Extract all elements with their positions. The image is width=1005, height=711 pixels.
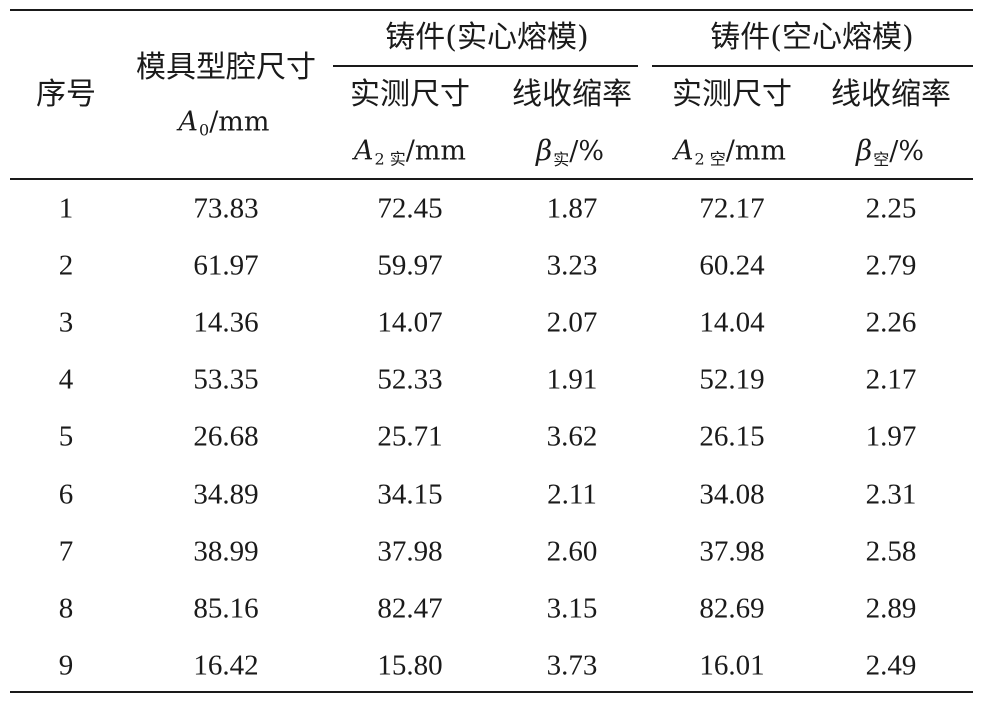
mold-unit-sub: 0 [199,120,210,140]
cell-mold-cavity: 26.68 [193,420,259,453]
header-bottom-rule [10,178,973,180]
cell-solid-shrinkage: 2.11 [547,478,597,510]
cell-mold-cavity: 73.83 [193,192,259,225]
cell-index: 9 [58,649,74,682]
cell-hollow-shrinkage: 2.79 [865,249,917,282]
cell-solid-measured: 14.07 [377,306,443,339]
cell-solid-measured: 34.15 [377,478,443,510]
cell-index: 8 [58,592,74,625]
cell-hollow-measured: 26.15 [699,420,765,453]
cell-solid-measured: 52.33 [377,363,443,396]
cell-hollow-measured: 37.98 [699,535,765,568]
header-solid-beta-unit: β实/% [536,134,604,168]
cell-solid-measured: 37.98 [377,535,443,568]
cell-hollow-measured: 60.24 [699,249,765,282]
solid-measured-rest: /mm [405,135,467,167]
cell-hollow-shrinkage: 2.26 [865,306,917,339]
cell-solid-shrinkage: 3.23 [546,249,598,282]
cell-solid-shrinkage: 2.60 [546,535,598,568]
header-hollow-shrinkage: 线收缩率 [831,77,951,112]
cell-mold-cavity: 61.97 [193,249,259,282]
hollow-beta-sub: 空 [873,150,890,169]
cell-index: 3 [58,306,74,339]
header-hollow-measured: 实测尺寸 [672,77,792,112]
cell-mold-cavity: 85.16 [193,592,259,625]
header-hollow-group: 铸件(空心熔模) [710,20,914,55]
cell-mold-cavity: 53.35 [193,363,259,396]
cell-solid-shrinkage: 3.62 [546,420,598,453]
solid-beta-symbol: β [536,134,553,167]
cell-hollow-shrinkage: 2.89 [865,592,917,625]
cell-hollow-measured: 34.08 [699,478,765,510]
solid-measured-symbol: A [353,135,374,167]
cell-solid-measured: 72.45 [377,192,443,225]
cell-hollow-shrinkage: 2.49 [865,649,917,682]
solid-measured-sub: 2 实 [374,149,406,169]
cell-solid-shrinkage: 2.07 [546,306,598,339]
hollow-measured-sub: 2 空 [694,149,726,169]
cell-mold-cavity: 34.89 [193,478,259,510]
cell-mold-cavity: 38.99 [193,535,259,568]
cell-index: 5 [58,420,74,453]
header-solid-shrinkage: 线收缩率 [512,77,632,112]
cell-hollow-shrinkage: 2.31 [865,478,917,510]
hollow-beta-symbol: β [856,134,873,167]
cell-solid-shrinkage: 1.87 [546,192,598,225]
cell-mold-cavity: 16.42 [193,649,259,682]
header-mold-unit: A0/mm [178,106,270,139]
header-hollow-beta-unit: β空/% [856,134,924,168]
table-top-rule [10,9,973,11]
cell-hollow-shrinkage: 2.58 [865,535,917,568]
header-solid-measured-unit: A2 实/mm [353,135,467,168]
cell-solid-measured: 59.97 [377,249,443,282]
mold-unit-rest: /mm [209,106,270,138]
hollow-measured-symbol: A [673,135,694,167]
table-bottom-rule [10,691,973,693]
cell-hollow-measured: 82.69 [699,592,765,625]
cell-hollow-measured: 72.17 [699,192,765,225]
cell-solid-shrinkage: 1.91 [546,363,598,396]
header-index: 序号 [36,77,96,112]
cell-index: 4 [58,363,74,396]
cell-hollow-measured: 14.04 [699,306,765,339]
cell-index: 7 [58,535,74,568]
header-solid-group: 铸件(实心熔模) [385,20,589,55]
header-hollow-measured-unit: A2 空/mm [673,135,787,168]
mold-unit-symbol: A [178,106,199,138]
cell-index: 2 [58,249,74,282]
hollow-group-underline [652,65,973,67]
cell-hollow-measured: 52.19 [699,363,765,396]
cell-hollow-shrinkage: 2.17 [865,363,917,396]
cell-hollow-measured: 16.01 [699,649,765,682]
header-solid-measured: 实测尺寸 [350,77,470,112]
solid-group-underline [333,65,638,67]
cell-solid-measured: 25.71 [377,420,443,453]
cell-solid-shrinkage: 3.15 [546,592,598,625]
cell-hollow-shrinkage: 1.97 [865,420,917,453]
hollow-beta-rest: /% [889,136,924,167]
cell-solid-shrinkage: 3.73 [546,649,598,682]
header-mold-cavity: 模具型腔尺寸 [136,50,316,85]
cell-mold-cavity: 14.36 [193,306,259,339]
solid-beta-sub: 实 [553,150,570,169]
cell-hollow-shrinkage: 2.25 [865,192,917,225]
cell-index: 1 [58,192,74,225]
cell-solid-measured: 15.80 [377,649,443,682]
solid-beta-rest: /% [569,136,604,167]
cell-solid-measured: 82.47 [377,592,443,625]
cell-index: 6 [58,478,74,510]
hollow-measured-rest: /mm [725,135,787,167]
